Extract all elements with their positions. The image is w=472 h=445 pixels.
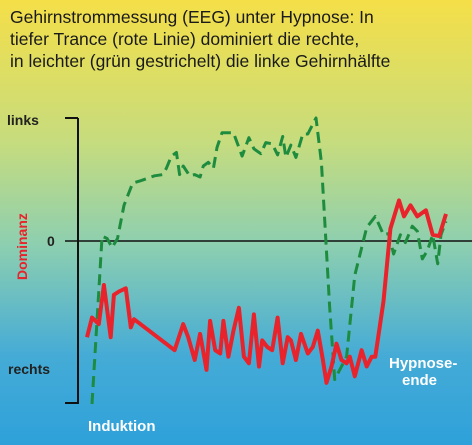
y-tick-label-bottom: rechts bbox=[8, 361, 50, 377]
annotation-induktion: Induktion bbox=[88, 418, 156, 435]
title-line-3: in leichter (grün gestrichelt) die linke… bbox=[10, 51, 391, 71]
y-tick-label-zero: 0 bbox=[47, 233, 55, 249]
y-tick-label-top: links bbox=[7, 112, 39, 128]
y-axis-title: Dominanz bbox=[14, 213, 30, 280]
series-layer bbox=[85, 116, 448, 405]
title-line-2: tiefer Trance (rote Linie) dominiert die… bbox=[10, 29, 360, 49]
chart-title: Gehirnstrommessung (EEG) unter Hypnose: … bbox=[10, 6, 470, 72]
title-line-1: Gehirnstrommessung (EEG) unter Hypnose: … bbox=[10, 7, 374, 27]
annotation-hypnose-ende: Hypnose- ende bbox=[389, 355, 462, 389]
series-line-red bbox=[85, 198, 448, 385]
